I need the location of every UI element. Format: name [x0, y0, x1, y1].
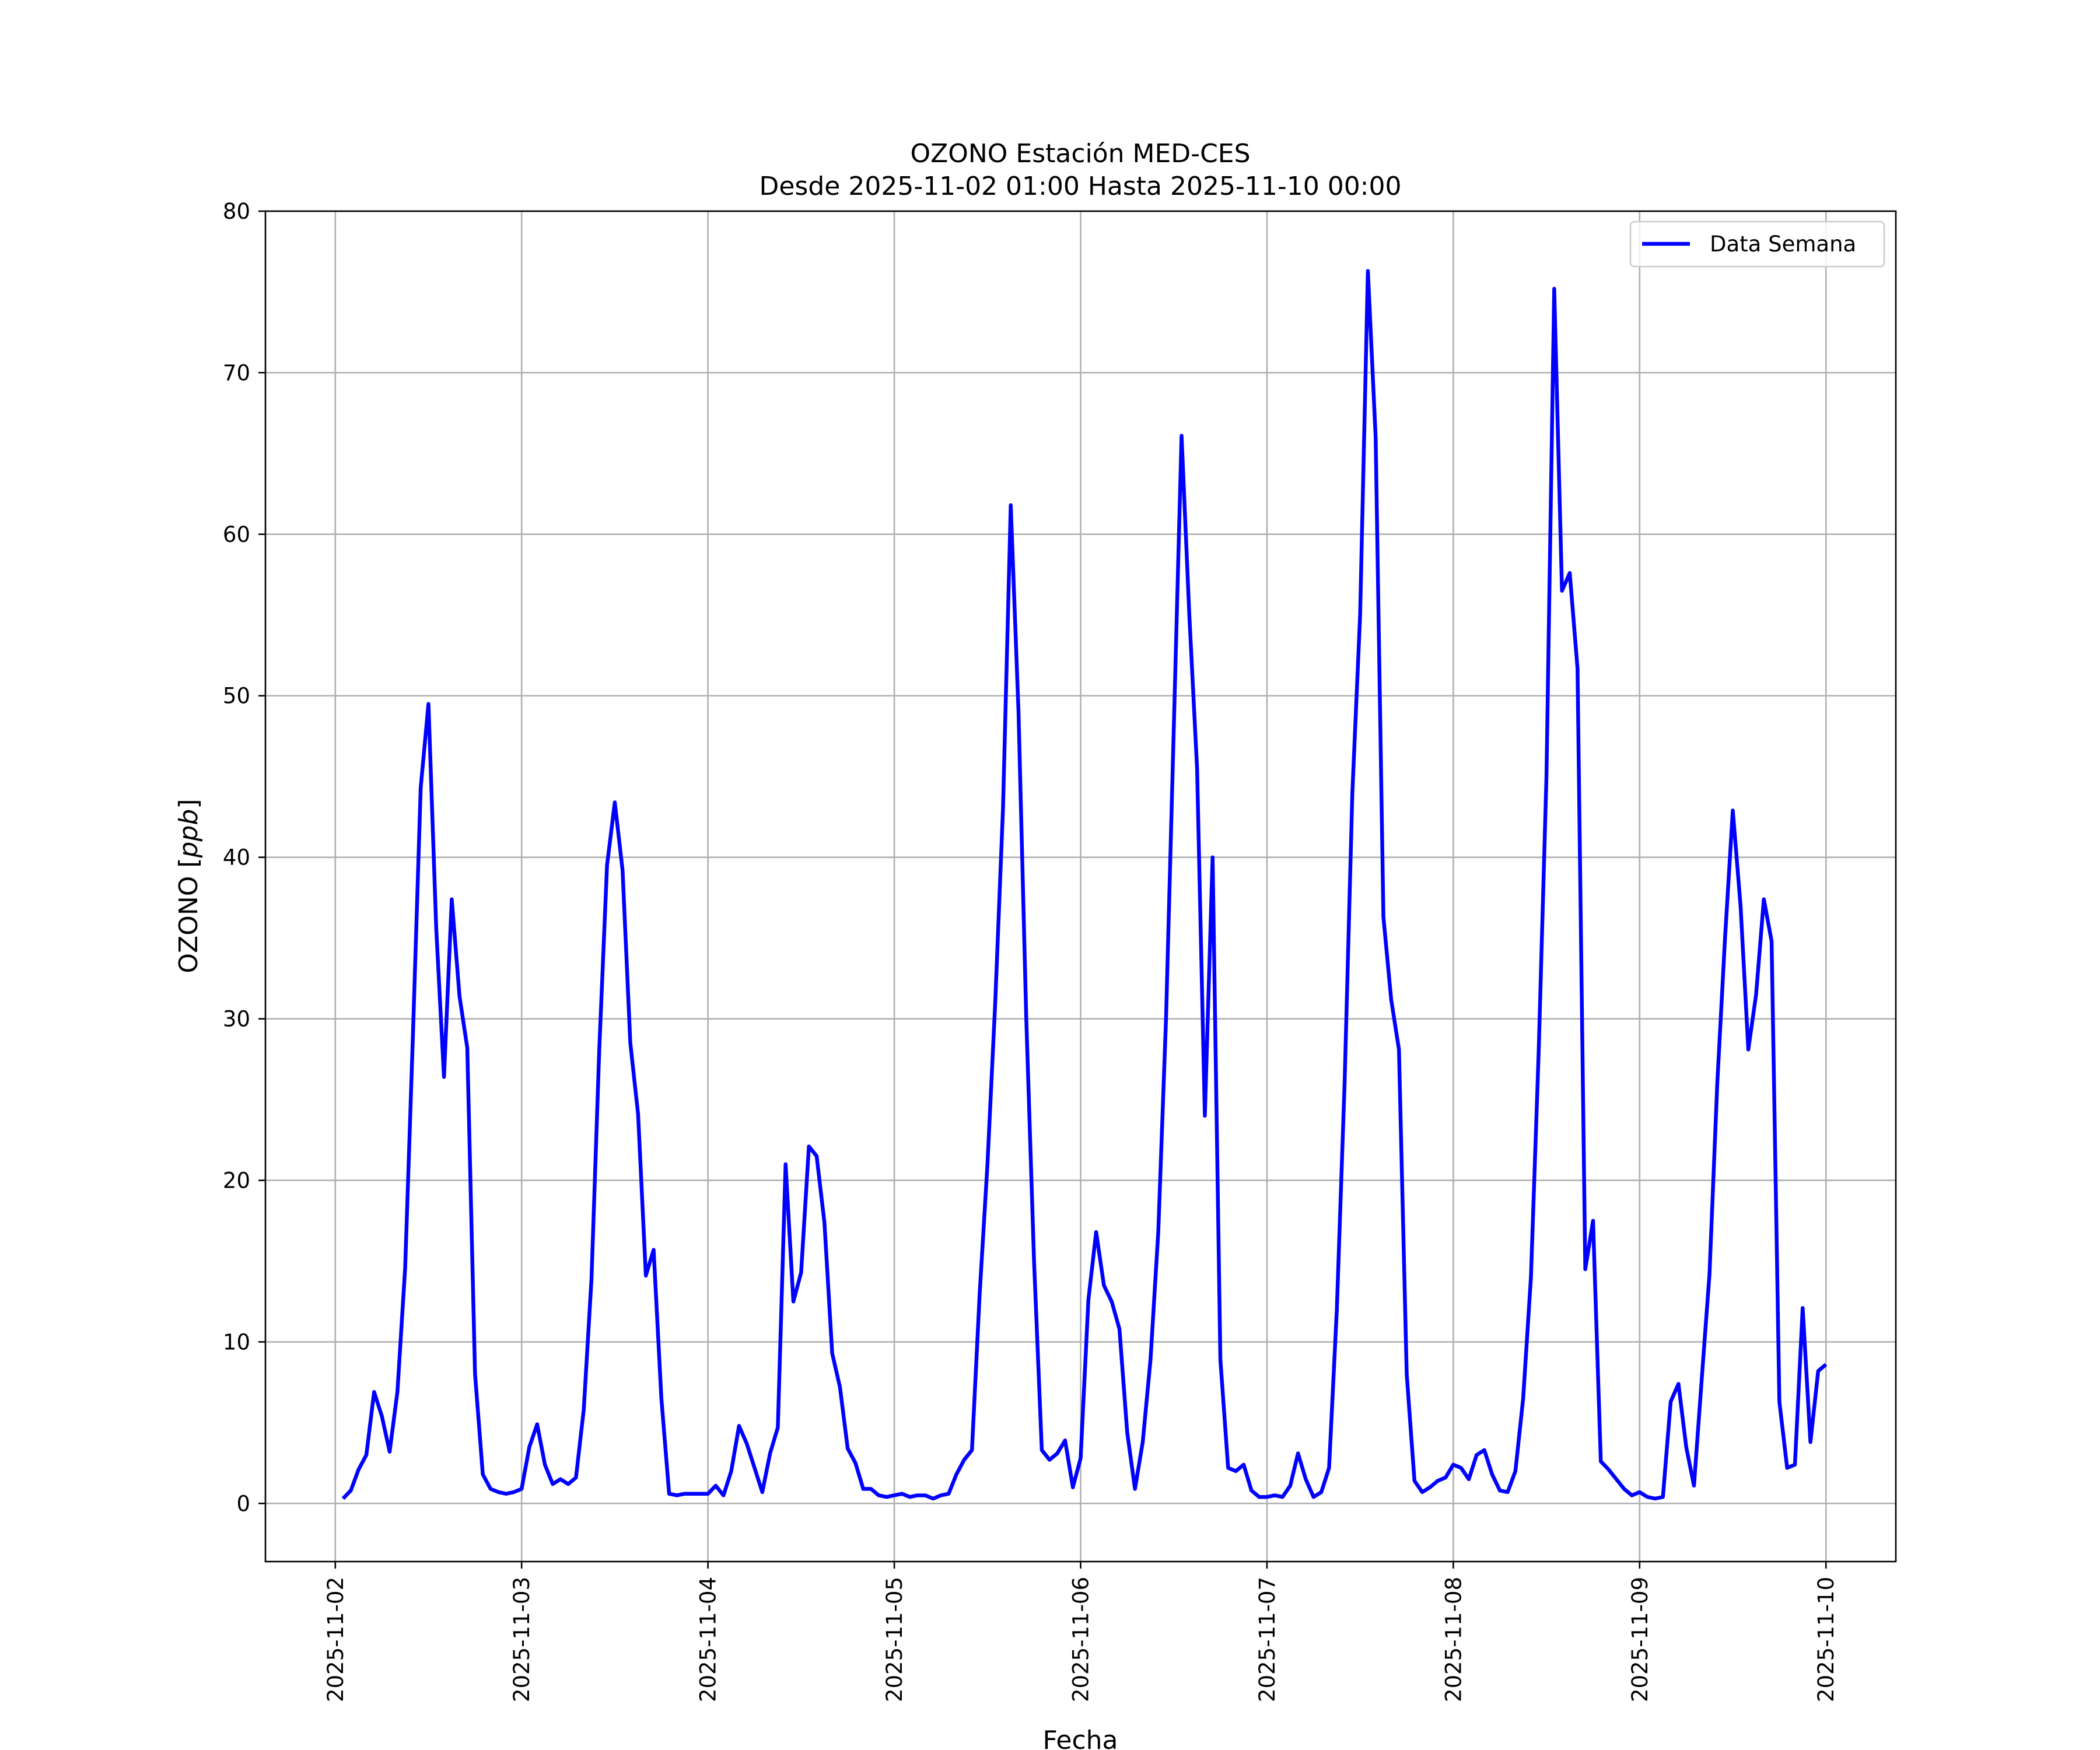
grid-lines: [265, 210, 1896, 1562]
y-axis-label-main: OZONO [: [174, 858, 204, 973]
plot-area: 2025-11-02 2025-11-03 2025-11-04 2025-11-05…: [223, 199, 1897, 1702]
y-tick-label: 40: [223, 845, 250, 870]
legend: Data Semana: [1629, 220, 1885, 268]
y-tick-label: 60: [223, 522, 250, 547]
y-axis-label-close: ]: [174, 799, 204, 808]
x-axis-label: Fecha: [1042, 1726, 1118, 1750]
y-tick-label: 30: [223, 1007, 250, 1032]
x-tick-label: 2025-11-08: [1441, 1577, 1466, 1702]
x-tick-label: 2025-11-09: [1628, 1577, 1653, 1702]
legend-label-data-semana: Data Semana: [1710, 232, 1856, 257]
y-tick-label: 0: [236, 1491, 250, 1516]
y-tick-label: 70: [223, 360, 250, 386]
x-tick-label: 2025-11-04: [696, 1577, 721, 1702]
x-tick-label: 2025-11-03: [509, 1577, 534, 1702]
legend-box: [1629, 220, 1885, 268]
y-axis-label: OZONO [ppb]: [174, 799, 204, 973]
y-tick-label: 80: [223, 199, 250, 224]
x-tick-label: 2025-11-05: [882, 1577, 907, 1702]
chart-title: OZONO Estación MED-CES: [910, 139, 1250, 169]
y-tick-label: 10: [223, 1329, 250, 1354]
y-axis-label-unit: ppb: [174, 809, 204, 859]
series-line-data-semana: [341, 269, 1828, 1501]
x-tick-label: 2025-11-06: [1069, 1577, 1094, 1702]
x-tick-label: 2025-11-07: [1255, 1577, 1280, 1702]
y-tick-label: 20: [223, 1168, 250, 1193]
chart-subtitle: Desde 2025-11-02 01:00 Hasta 2025-11-10 …: [759, 172, 1401, 201]
x-tick-label: 2025-11-02: [323, 1577, 348, 1702]
axis-ticks: 2025-11-02 2025-11-03 2025-11-04 2025-11-05…: [223, 199, 1839, 1702]
x-tick-label: 2025-11-10: [1814, 1577, 1839, 1702]
y-tick-label: 50: [223, 684, 250, 709]
